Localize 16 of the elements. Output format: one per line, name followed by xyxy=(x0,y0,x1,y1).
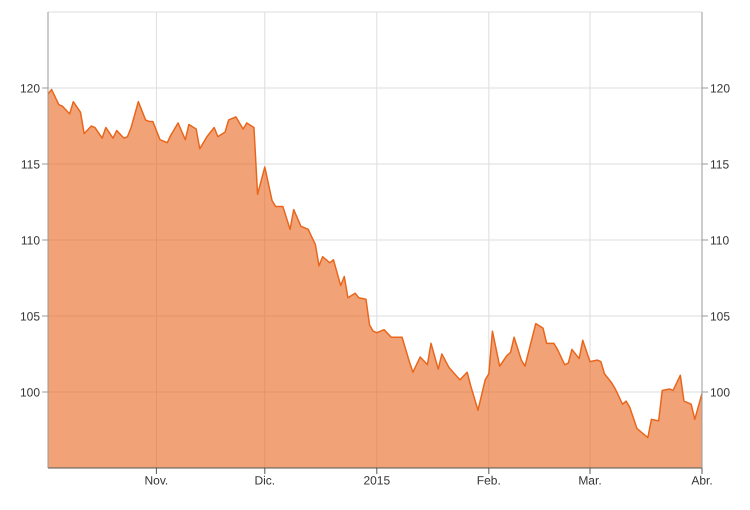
y-tick-label: 105 xyxy=(20,309,40,324)
y2-tick-label: 110 xyxy=(710,233,730,248)
y2-tick-label: 120 xyxy=(710,81,730,96)
x-tick-label: 2015 xyxy=(363,474,390,488)
y-tick-label: 110 xyxy=(20,233,40,248)
y-tick-label: 120 xyxy=(20,81,40,96)
x-tick-label: Dic. xyxy=(254,474,276,488)
x-tick-label: Nov. xyxy=(144,474,168,488)
x-tick-label: Abr. xyxy=(691,474,713,488)
y2-tick-label: 115 xyxy=(710,157,730,172)
x-tick-label: Mar. xyxy=(578,474,602,488)
y-tick-label: 115 xyxy=(20,157,40,172)
x-tick-label: Feb. xyxy=(476,474,501,488)
y2-tick-label: 100 xyxy=(710,385,730,400)
y2-tick-label: 105 xyxy=(710,309,730,324)
y-tick-label: 100 xyxy=(20,385,40,400)
